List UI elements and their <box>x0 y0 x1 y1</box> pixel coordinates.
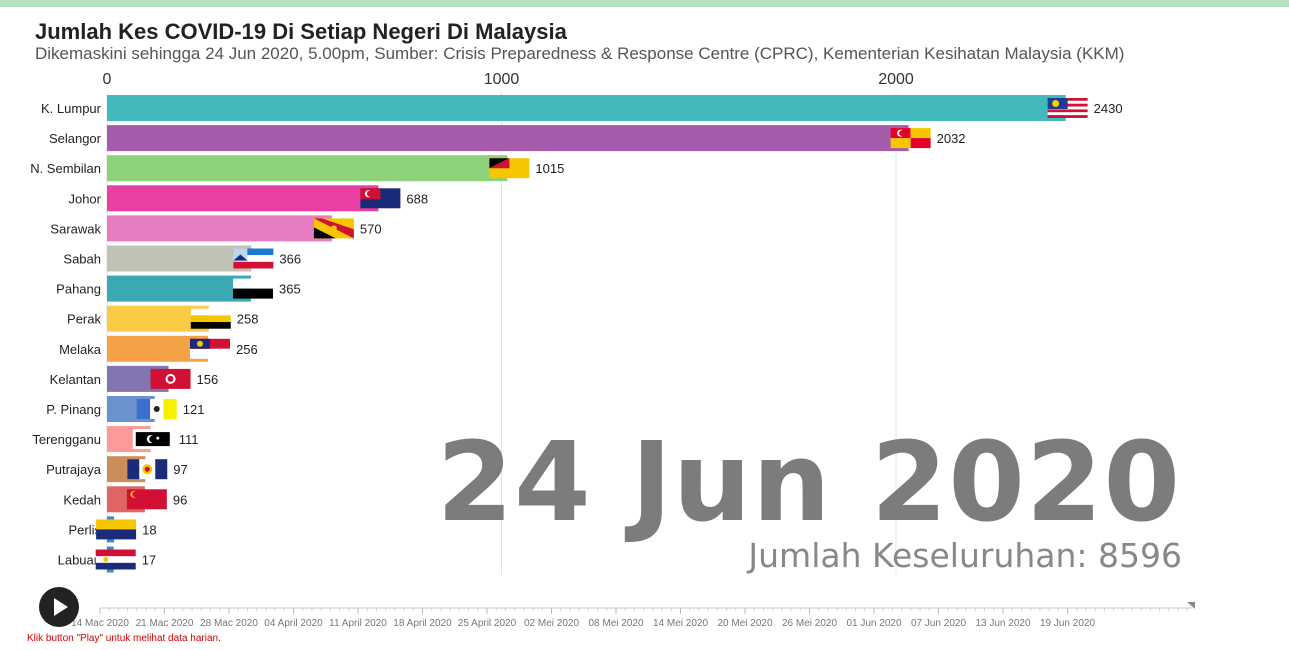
value-label: 2430 <box>1094 101 1123 116</box>
melaka-flag-icon <box>189 338 230 359</box>
category-label: Sabah <box>63 252 101 267</box>
category-label: Perak <box>67 312 101 327</box>
timeline-date-label: 21 Mac 2020 <box>136 618 194 629</box>
value-label: 111 <box>179 432 199 447</box>
timeline-date-label: 25 April 2020 <box>458 618 517 629</box>
bar-sarawak <box>107 215 332 242</box>
sabah-flag-icon <box>233 248 274 269</box>
timeline-date-label: 20 Mei 2020 <box>717 618 772 629</box>
kuala-lumpur-flag-icon <box>1047 98 1088 118</box>
total-cases-label: Jumlah Keseluruhan: 8596 <box>748 536 1182 575</box>
timeline-date-label: 08 Mei 2020 <box>588 618 643 629</box>
bar-sabah <box>107 245 252 272</box>
bar-chart: 0 1000 2000 K. Lumpur 2430 Selangor 2032 N. Sem… <box>30 71 1123 575</box>
timeline-date-label: 26 Mei 2020 <box>782 618 837 629</box>
timeline-date-label: 02 Mei 2020 <box>524 618 579 629</box>
category-label: Pahang <box>56 282 101 297</box>
category-label: Selangor <box>49 131 102 146</box>
timeline-date-label: 28 Mac 2020 <box>200 618 258 629</box>
timeline-handle[interactable] <box>1187 602 1195 609</box>
bar-selangor <box>107 125 909 152</box>
bar-n-sembilan <box>107 155 508 182</box>
perlis-flag-icon <box>96 519 137 540</box>
x-tick-label: 0 <box>103 71 112 88</box>
putrajaya-flag-icon <box>127 459 168 480</box>
value-label: 570 <box>360 221 382 236</box>
value-label: 17 <box>142 553 156 568</box>
bar-johor <box>107 185 379 212</box>
timeline-date-label: 07 Jun 2020 <box>911 618 966 629</box>
penang-flag-icon <box>136 399 177 419</box>
timeline-slider[interactable]: 14 Mac 2020 21 Mac 2020 28 Mac 2020 04 Apri… <box>0 590 1289 635</box>
play-hint-text: Klik button "Play" untuk melihat data ha… <box>27 633 221 644</box>
category-label: Sarawak <box>50 221 101 236</box>
value-label: 96 <box>173 492 187 507</box>
category-label: Terengganu <box>32 432 101 447</box>
value-label: 688 <box>406 191 428 206</box>
value-label: 365 <box>279 282 301 297</box>
pahang-flag-icon <box>232 278 273 299</box>
bar-pahang <box>107 275 251 302</box>
top-accent-bar <box>0 0 1289 7</box>
category-label: Perlis <box>68 522 101 537</box>
negeri-sembilan-flag-icon <box>489 158 530 179</box>
chart-title: Jumlah Kes COVID-19 Di Setiap Negeri Di … <box>35 19 567 44</box>
timeline-date-label: 01 Jun 2020 <box>846 618 901 629</box>
category-label: Putrajaya <box>46 462 102 477</box>
value-label: 2032 <box>937 131 966 146</box>
bar-k-lumpur <box>107 95 1066 121</box>
play-button[interactable] <box>39 587 79 627</box>
value-label: 366 <box>279 252 301 267</box>
timeline-date-label: 13 Jun 2020 <box>975 618 1030 629</box>
chart-subtitle: Dikemaskini sehingga 24 Jun 2020, 5.00pm… <box>35 44 1125 63</box>
category-label: Melaka <box>59 342 102 357</box>
sarawak-flag-icon <box>313 218 354 239</box>
timeline-date-label: 19 Jun 2020 <box>1040 618 1095 629</box>
timeline-date-label: 04 April 2020 <box>264 618 323 629</box>
perak-flag-icon <box>190 308 231 329</box>
kedah-flag-icon <box>126 489 167 510</box>
category-label: K. Lumpur <box>41 101 102 116</box>
kelantan-flag-icon <box>150 368 191 389</box>
timeline-date-label: 18 April 2020 <box>393 618 452 629</box>
category-label: Johor <box>68 191 101 206</box>
value-label: 1015 <box>535 161 564 176</box>
x-tick-label: 2000 <box>878 71 914 88</box>
labuan-flag-icon <box>95 549 136 570</box>
category-label: N. Sembilan <box>30 161 101 176</box>
value-label: 97 <box>173 462 187 477</box>
value-label: 121 <box>183 402 205 417</box>
johor-flag-icon <box>360 188 401 209</box>
selangor-flag-icon <box>890 128 931 149</box>
value-label: 256 <box>236 342 258 357</box>
value-label: 18 <box>142 522 156 537</box>
play-icon <box>54 598 68 616</box>
terengganu-flag-icon <box>132 429 173 450</box>
value-label: 156 <box>197 372 219 387</box>
timeline-date-label: 14 Mei 2020 <box>653 618 708 629</box>
category-label: Kelantan <box>50 372 101 387</box>
value-label: 258 <box>237 312 259 327</box>
category-label: Kedah <box>63 492 101 507</box>
category-label: Labuan <box>58 553 101 568</box>
x-tick-label: 1000 <box>484 71 520 88</box>
category-label: P. Pinang <box>46 402 101 417</box>
timeline-date-label: 14 Mac 2020 <box>71 618 129 629</box>
current-date-label: 24 Jun 2020 <box>436 418 1181 546</box>
timeline-date-label: 11 April 2020 <box>329 618 387 629</box>
